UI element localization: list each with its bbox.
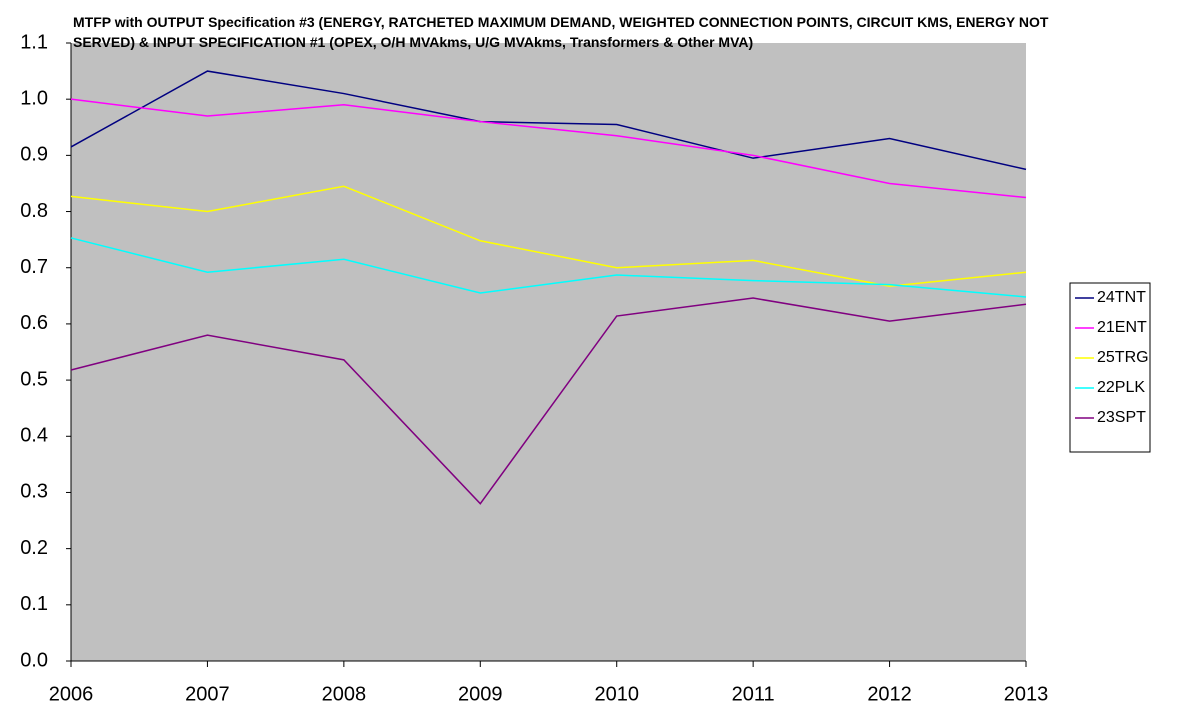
- series-line: [70, 185, 1027, 288]
- x-tick-label: 2009: [458, 683, 503, 705]
- chart-title: MTFP with OUTPUT Specification #3 (ENERG…: [73, 14, 1049, 50]
- x-tick-label: 2006: [49, 683, 94, 705]
- plot-area: [71, 43, 1026, 661]
- y-tick-label: 0.3: [20, 481, 48, 503]
- series-line: [70, 237, 1027, 298]
- legend-label: 22PLK: [1097, 379, 1145, 396]
- x-tick-label: 2007: [185, 683, 230, 705]
- y-tick-label: 1.0: [20, 87, 48, 109]
- legend-label: 25TRG: [1097, 349, 1149, 366]
- x-tick-label: 2012: [867, 683, 912, 705]
- series-line: [70, 98, 1027, 199]
- legend-label: 24TNT: [1097, 289, 1146, 306]
- y-tick-label: 0.2: [20, 537, 48, 559]
- x-tick-label: 2008: [322, 683, 367, 705]
- y-tick-label: 0.0: [20, 649, 48, 671]
- y-tick-label: 0.8: [20, 200, 48, 222]
- y-tick-label: 1.1: [20, 31, 48, 53]
- legend-box: [1069, 282, 1151, 453]
- legend-label: 23SPT: [1097, 409, 1146, 426]
- x-tick-label: 2011: [732, 683, 775, 705]
- y-tick-label: 0.6: [20, 312, 48, 334]
- legend-label: 21ENT: [1097, 319, 1147, 336]
- series-line: [70, 297, 1027, 505]
- y-tick-label: 0.4: [20, 425, 48, 447]
- y-tick-label: 0.1: [20, 593, 48, 615]
- y-tick-label: 0.7: [20, 256, 48, 278]
- x-tick-label: 2010: [594, 683, 639, 705]
- y-tick-label: 0.5: [20, 368, 48, 390]
- series-line: [70, 70, 1027, 171]
- y-tick-label: 0.9: [20, 144, 48, 166]
- x-tick-label: 2013: [1004, 683, 1049, 705]
